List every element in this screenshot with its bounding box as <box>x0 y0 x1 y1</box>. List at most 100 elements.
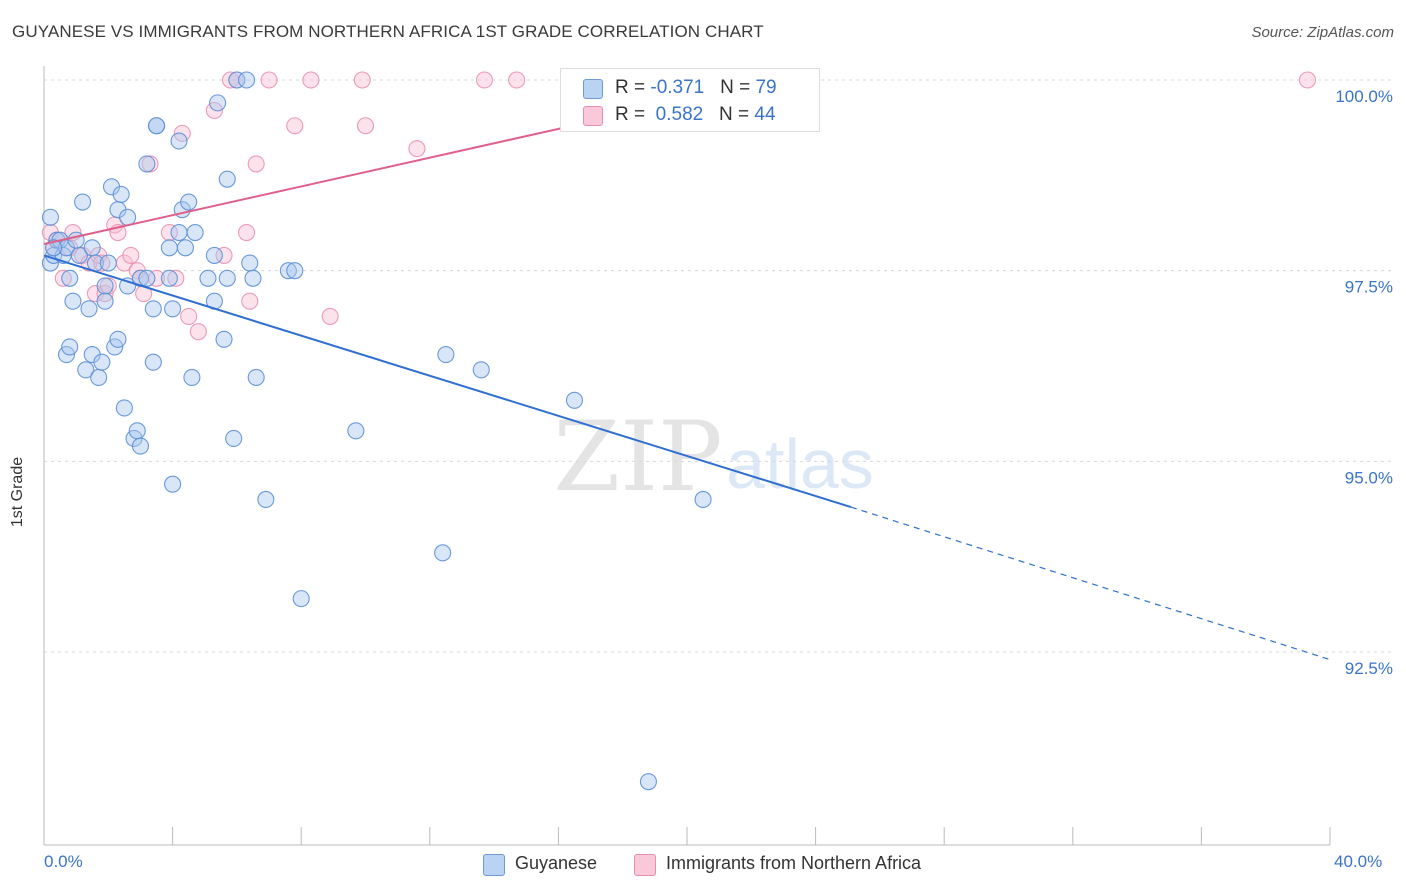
legend-swatch-blue <box>583 79 603 99</box>
y-tick-label: 95.0% <box>1345 468 1393 487</box>
point-guyanese <box>180 193 198 211</box>
point-guyanese <box>147 117 166 135</box>
point-guyanese <box>164 475 182 493</box>
grid <box>44 79 1392 653</box>
point-northern-africa <box>241 292 259 310</box>
point-guyanese <box>694 490 712 509</box>
point-guyanese <box>225 429 243 448</box>
point-guyanese <box>109 330 127 348</box>
watermark-zip: ZIP <box>553 401 722 513</box>
point-northern-africa <box>160 223 178 242</box>
point-guyanese <box>218 170 236 188</box>
point-guyanese <box>119 208 137 226</box>
point-guyanese <box>64 292 82 310</box>
point-guyanese <box>160 239 178 257</box>
point-guyanese <box>472 361 490 379</box>
point-guyanese <box>93 353 111 371</box>
point-northern-africa <box>237 223 256 242</box>
point-guyanese <box>96 292 114 310</box>
point-guyanese <box>61 338 79 356</box>
point-guyanese <box>45 239 63 257</box>
point-guyanese <box>112 185 130 203</box>
point-guyanese <box>61 269 79 287</box>
watermark: ZIP atlas <box>553 401 874 513</box>
point-guyanese <box>241 254 259 272</box>
point-guyanese <box>164 300 182 318</box>
point-guyanese <box>170 132 188 150</box>
point-guyanese <box>247 368 265 386</box>
point-guyanese <box>437 346 455 364</box>
point-guyanese <box>347 422 365 440</box>
legend-label: Immigrants from Northern Africa <box>666 853 922 873</box>
point-northern-africa <box>356 117 375 135</box>
point-guyanese <box>292 590 310 608</box>
point-northern-africa <box>122 246 140 264</box>
point-northern-africa <box>167 269 185 287</box>
y-tick-label: 97.5% <box>1345 278 1393 297</box>
point-guyanese <box>237 71 256 89</box>
point-northern-africa <box>180 307 198 325</box>
point-guyanese <box>41 208 59 226</box>
point-northern-africa <box>321 307 339 325</box>
y-axis-label: 1st Grade <box>9 456 26 528</box>
point-guyanese <box>83 239 101 257</box>
series-guyanese-points <box>41 71 712 791</box>
trend-line-guyanese <box>43 254 852 509</box>
legend-swatch-blue <box>483 854 505 876</box>
point-northern-africa <box>215 246 233 264</box>
point-guyanese <box>96 277 114 295</box>
point-guyanese <box>257 490 275 509</box>
point-guyanese <box>138 155 156 173</box>
trend-lines <box>43 79 1331 661</box>
point-guyanese <box>138 269 156 287</box>
point-northern-africa <box>93 254 111 272</box>
point-northern-africa <box>1298 71 1317 89</box>
point-guyanese <box>176 239 195 257</box>
x-tick-right: 40.0% <box>1334 852 1383 871</box>
legend-n-label: N = <box>719 104 755 125</box>
point-guyanese <box>218 269 236 287</box>
legend-n-label: N = <box>720 77 756 98</box>
y-tick-label: 92.5% <box>1345 659 1393 678</box>
series-legend: Guyanese Immigrants from Northern Africa <box>0 852 1406 878</box>
watermark-atlas: atlas <box>726 425 874 503</box>
point-guyanese <box>279 262 297 280</box>
source-label: Source: ZipAtlas.com <box>1251 24 1394 41</box>
point-guyanese <box>434 544 452 562</box>
legend-r-label: R = <box>615 77 651 98</box>
point-guyanese <box>90 368 108 386</box>
point-guyanese <box>128 422 146 440</box>
point-guyanese <box>144 300 162 318</box>
point-guyanese <box>199 269 217 287</box>
point-guyanese <box>77 361 95 379</box>
point-northern-africa <box>302 71 320 89</box>
point-northern-africa <box>189 323 207 341</box>
point-northern-africa <box>286 117 304 135</box>
point-guyanese <box>209 94 227 112</box>
point-guyanese <box>639 773 657 791</box>
correlation-legend: R = -0.371 N = 79 R = 0.582 N = 44 <box>560 68 820 132</box>
legend-r-label: R = <box>615 104 651 125</box>
point-guyanese <box>99 254 117 272</box>
point-northern-africa <box>475 71 494 89</box>
point-guyanese <box>228 71 246 89</box>
point-guyanese <box>205 246 223 264</box>
point-northern-africa <box>353 71 371 89</box>
y-tick-label: 100.0% <box>1335 87 1393 106</box>
point-guyanese <box>186 223 204 242</box>
point-northern-africa <box>54 269 72 287</box>
point-guyanese <box>144 353 162 371</box>
point-northern-africa <box>260 71 278 89</box>
point-guyanese <box>74 193 92 211</box>
point-northern-africa <box>408 140 426 158</box>
point-guyanese <box>115 399 133 417</box>
point-guyanese <box>565 391 584 409</box>
legend-row-text: R = 0.582 N = 44 <box>615 104 776 126</box>
point-guyanese <box>183 368 201 386</box>
x-tick-left: 0.0% <box>44 852 83 871</box>
y-tick-labels: 100.0% 97.5% 95.0% 92.5% <box>1335 87 1393 678</box>
legend-label: Guyanese <box>515 853 598 873</box>
point-guyanese <box>286 262 304 280</box>
legend-r-value: -0.371 <box>650 77 705 98</box>
